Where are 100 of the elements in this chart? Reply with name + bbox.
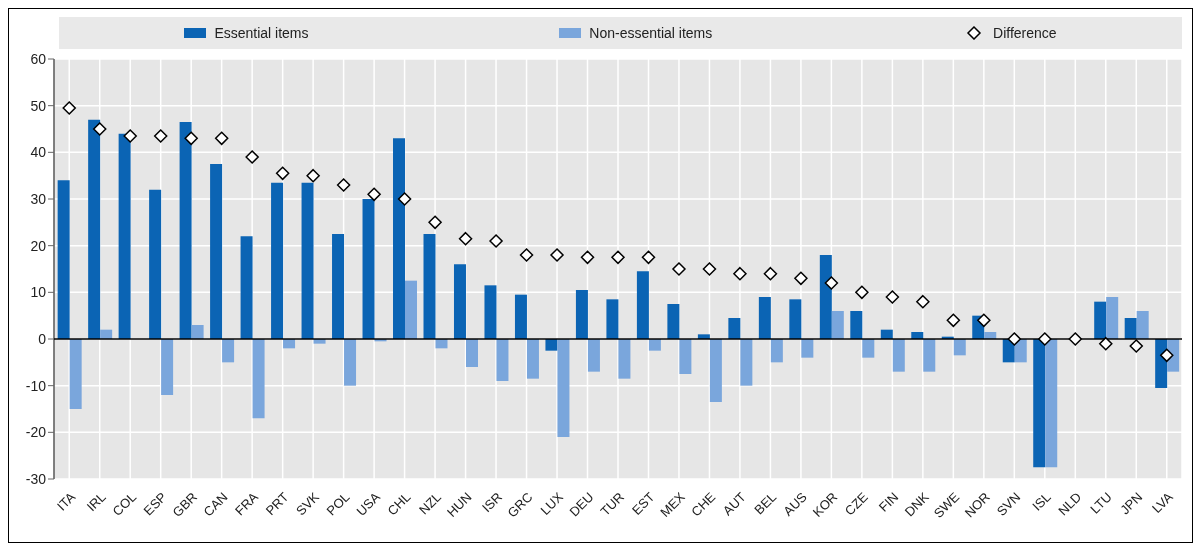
bar bbox=[405, 280, 418, 339]
point bbox=[275, 166, 290, 181]
point bbox=[184, 131, 198, 146]
bar bbox=[484, 285, 497, 339]
bar bbox=[453, 264, 466, 339]
point bbox=[62, 101, 76, 115]
bar bbox=[648, 339, 661, 351]
bar bbox=[1155, 339, 1168, 388]
y-tick-label: 60 bbox=[30, 50, 47, 67]
x-tick-label: JPN bbox=[1117, 489, 1146, 518]
point bbox=[855, 285, 869, 300]
bar bbox=[362, 199, 375, 339]
x-tick-label: ISR bbox=[479, 489, 505, 516]
x-tick-label: CHL bbox=[384, 489, 414, 519]
point bbox=[611, 250, 625, 265]
point bbox=[916, 294, 930, 309]
y-tick-label: -20 bbox=[25, 424, 47, 441]
x-tick-label: COL bbox=[109, 489, 140, 519]
x-tick-label: FIN bbox=[875, 489, 902, 515]
bar bbox=[667, 304, 680, 339]
point bbox=[1099, 336, 1113, 351]
bar bbox=[252, 339, 265, 419]
point bbox=[672, 262, 686, 276]
y-tick-label: 40 bbox=[30, 144, 47, 161]
x-tick-label: IRL bbox=[83, 489, 109, 515]
bar bbox=[496, 339, 509, 381]
point bbox=[123, 129, 137, 143]
bar bbox=[545, 339, 558, 351]
y-tick-label: 20 bbox=[30, 237, 47, 254]
point bbox=[763, 266, 778, 281]
bar bbox=[179, 122, 192, 339]
x-tick-label: LTU bbox=[1087, 489, 1115, 517]
point bbox=[306, 168, 320, 183]
bar bbox=[161, 339, 174, 395]
bar bbox=[1124, 318, 1137, 339]
point bbox=[92, 122, 107, 136]
point bbox=[1007, 332, 1022, 346]
point bbox=[580, 250, 595, 265]
y-tick-label: 30 bbox=[30, 190, 47, 207]
x-tick-label: TUR bbox=[597, 489, 627, 519]
x-tick-label: ITA bbox=[53, 489, 79, 514]
point bbox=[367, 187, 381, 202]
point bbox=[336, 178, 351, 192]
x-tick-label: BEL bbox=[751, 489, 780, 518]
point bbox=[1160, 348, 1174, 363]
bar bbox=[1045, 339, 1058, 468]
y-tick-label: 50 bbox=[30, 97, 47, 114]
x-tick-label: NZL bbox=[416, 489, 444, 518]
bar bbox=[465, 339, 478, 367]
bar bbox=[618, 339, 631, 379]
bar bbox=[69, 339, 82, 409]
bar bbox=[758, 297, 771, 339]
bar bbox=[819, 255, 832, 339]
legend-label: Difference bbox=[993, 25, 1057, 41]
point bbox=[733, 266, 747, 281]
y-tick-label: -10 bbox=[25, 377, 47, 394]
bar bbox=[149, 189, 162, 339]
point bbox=[1068, 332, 1083, 346]
point bbox=[397, 192, 412, 206]
point bbox=[977, 313, 991, 328]
bar bbox=[557, 339, 570, 437]
x-tick-label: FRA bbox=[232, 489, 262, 519]
bar bbox=[606, 299, 619, 339]
point bbox=[1038, 332, 1052, 346]
x-tick-label: ISL bbox=[1029, 489, 1054, 514]
bar bbox=[1106, 297, 1119, 339]
bar bbox=[423, 234, 436, 339]
bar bbox=[210, 164, 223, 339]
bar bbox=[892, 339, 905, 372]
bar bbox=[1094, 301, 1107, 339]
bar bbox=[953, 339, 966, 356]
y-tick-label: 0 bbox=[38, 330, 47, 347]
bar bbox=[332, 234, 345, 339]
legend-label: Essential items bbox=[214, 25, 309, 41]
bar bbox=[88, 119, 101, 339]
bar bbox=[636, 271, 649, 339]
bar bbox=[393, 138, 406, 339]
x-tick-label: LVA bbox=[1149, 489, 1176, 516]
bar bbox=[679, 339, 692, 374]
bar bbox=[271, 182, 284, 339]
point bbox=[245, 150, 259, 164]
bar bbox=[344, 339, 357, 386]
point bbox=[1129, 339, 1144, 353]
bar bbox=[587, 339, 600, 372]
point bbox=[885, 290, 900, 304]
bar bbox=[301, 182, 314, 339]
bar bbox=[801, 339, 814, 358]
bar bbox=[831, 311, 844, 339]
x-tick-label: USA bbox=[353, 489, 384, 519]
point bbox=[824, 276, 839, 290]
bar bbox=[850, 311, 863, 339]
bar bbox=[240, 236, 253, 339]
point bbox=[458, 231, 473, 246]
bar bbox=[923, 339, 936, 372]
point bbox=[153, 129, 168, 143]
point bbox=[550, 248, 564, 262]
bar bbox=[789, 299, 802, 339]
bar bbox=[526, 339, 539, 379]
bar bbox=[1033, 339, 1046, 468]
bar bbox=[191, 325, 204, 339]
